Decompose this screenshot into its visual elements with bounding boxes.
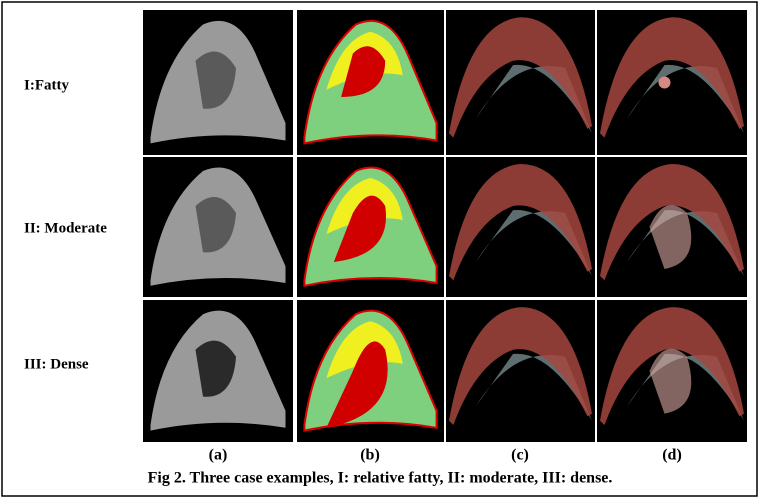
surface	[600, 17, 744, 138]
dense-region	[195, 340, 236, 397]
row-label: III: Dense	[24, 356, 89, 372]
row-label: II: Moderate	[24, 220, 107, 236]
row-label: I:Fatty	[24, 77, 69, 93]
dense-region	[333, 195, 387, 262]
inner-structure	[649, 348, 692, 414]
column-label: (d)	[662, 447, 682, 464]
panels	[143, 10, 747, 442]
surface	[449, 164, 592, 281]
surface	[449, 17, 592, 138]
dense-region	[195, 197, 236, 253]
column-label: (a)	[209, 447, 228, 464]
caption: Fig 2. Three case examples, I: relative …	[148, 470, 613, 487]
dense-region	[195, 51, 236, 109]
surface	[600, 307, 744, 425]
surface	[449, 307, 592, 425]
dense-region	[341, 46, 386, 97]
dense-region	[326, 341, 388, 428]
surface	[600, 164, 744, 281]
inner-structure	[658, 76, 671, 89]
column-label: (c)	[511, 447, 529, 464]
column-label: (b)	[360, 447, 380, 464]
inner-structure	[649, 205, 692, 269]
